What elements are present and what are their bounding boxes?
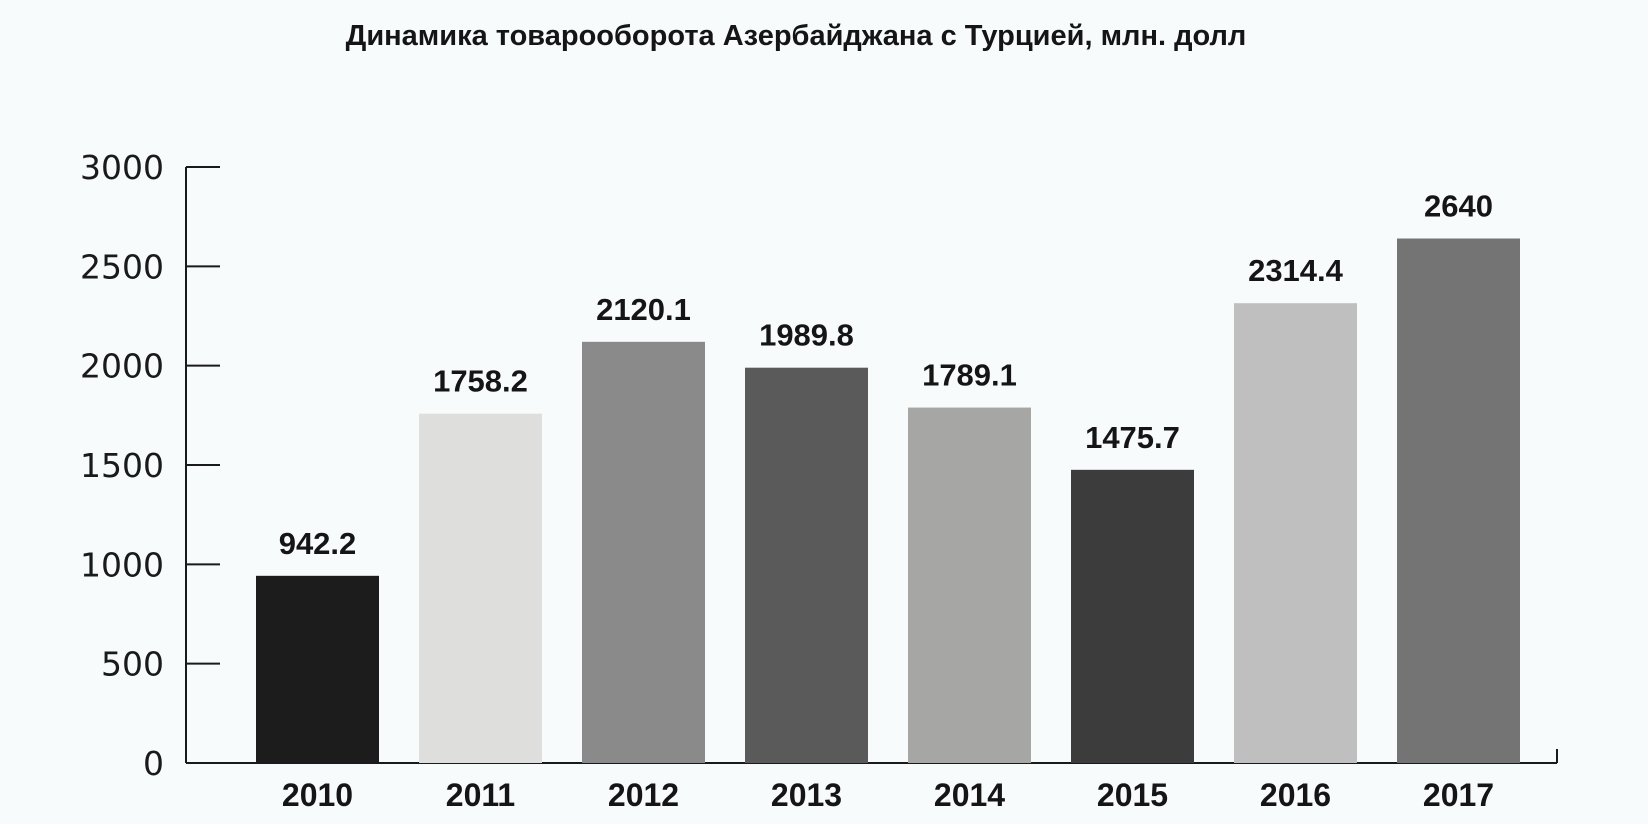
y-tick-label-2500: 2500 — [80, 247, 164, 286]
value-label-2016: 2314.4 — [1248, 253, 1344, 288]
value-label-2012: 2120.1 — [596, 292, 691, 327]
chart-title: Динамика товарооборота Азербайджана с Ту… — [346, 20, 1247, 52]
y-tick-label-500: 500 — [101, 645, 164, 684]
bar-2011 — [419, 413, 542, 763]
category-label-2015: 2015 — [1097, 777, 1168, 813]
y-tick-label-1000: 1000 — [80, 545, 164, 584]
value-label-2011: 1758.2 — [433, 364, 528, 399]
bar-2017 — [1397, 238, 1520, 763]
bar-series — [256, 238, 1520, 763]
value-label-2015: 1475.7 — [1085, 420, 1180, 455]
category-label-2014: 2014 — [934, 777, 1005, 813]
value-label-2013: 1989.8 — [759, 318, 854, 353]
value-label-2014: 1789.1 — [922, 358, 1017, 393]
bar-2016 — [1234, 303, 1357, 763]
value-label-2010: 942.2 — [279, 526, 357, 561]
category-label-2011: 2011 — [446, 777, 515, 813]
category-label-2017: 2017 — [1423, 777, 1494, 813]
y-axis: 0 500 1000 1500 2000 2500 3000 — [80, 148, 220, 783]
value-label-2017: 2640 — [1424, 189, 1493, 224]
value-labels: 942.2 1758.2 2120.1 1989.8 1789.1 1475.7 2314.… — [279, 189, 1493, 561]
y-tick-label-3000: 3000 — [80, 148, 164, 187]
category-label-2012: 2012 — [608, 777, 679, 813]
category-labels: 2010 2011 2012 2013 2014 2015 2016 2017 — [282, 777, 1494, 813]
y-tick-label-0: 0 — [143, 744, 164, 783]
bar-2014 — [908, 407, 1031, 763]
y-tick-label-2000: 2000 — [80, 347, 164, 386]
category-label-2013: 2013 — [771, 777, 842, 813]
bar-2013 — [745, 367, 868, 763]
category-label-2010: 2010 — [282, 777, 353, 813]
bar-2010 — [256, 575, 379, 763]
bar-2015 — [1071, 469, 1194, 763]
y-tick-label-1500: 1500 — [80, 446, 164, 485]
category-label-2016: 2016 — [1260, 777, 1331, 813]
bar-2012 — [582, 341, 705, 763]
